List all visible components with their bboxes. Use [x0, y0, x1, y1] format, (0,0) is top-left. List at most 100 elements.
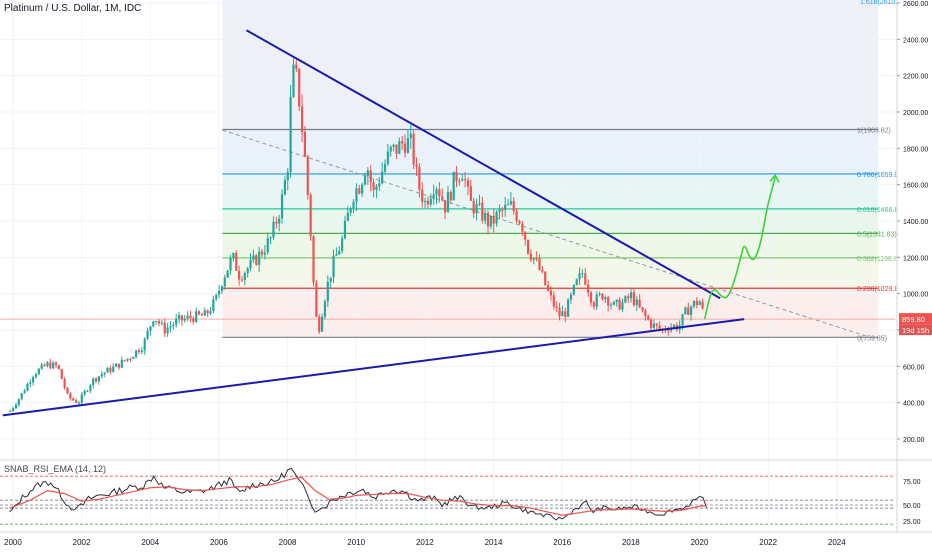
- candle-body: [77, 402, 81, 404]
- candle-body: [532, 258, 535, 260]
- candle-body: [215, 294, 218, 300]
- candle-body: [123, 359, 126, 361]
- candle-body: [495, 212, 498, 224]
- candle-body: [701, 301, 704, 309]
- time-axis-label: 2006: [210, 538, 228, 547]
- candle-body: [72, 398, 75, 401]
- candle-body: [672, 325, 676, 328]
- time-axis-label: 2008: [279, 538, 297, 547]
- candle-body: [206, 310, 209, 314]
- candle-body: [298, 68, 301, 107]
- candle-body: [690, 306, 693, 315]
- candle-body: [180, 315, 184, 321]
- fib-band: [222, 233, 879, 258]
- trendline-upper[interactable]: [245, 29, 721, 300]
- candle-body: [518, 221, 521, 224]
- candle-body: [97, 376, 101, 382]
- candle-body: [478, 202, 481, 205]
- candle-body: [504, 204, 507, 210]
- price-axis-background: [897, 0, 932, 550]
- candle-body: [163, 322, 166, 334]
- candle-body: [529, 253, 533, 260]
- fib-level-label: 1(1903.82): [857, 127, 891, 134]
- candle-body: [266, 238, 269, 253]
- rsi-axis-label: 50.00: [903, 503, 921, 510]
- candle-body: [46, 362, 49, 366]
- time-axis-label: 2004: [141, 538, 159, 547]
- fib-band: [222, 257, 879, 289]
- candle-body: [575, 279, 578, 285]
- candle-body: [69, 393, 72, 399]
- candle-body: [695, 300, 698, 305]
- fib-level-label: 0.236(1029.82): [857, 286, 904, 293]
- candle-body: [306, 156, 309, 195]
- dashed-trend-line: [222, 129, 865, 336]
- candle-body: [658, 325, 661, 329]
- candle-body: [615, 299, 618, 302]
- candle-body: [692, 300, 696, 307]
- candle-body: [315, 282, 318, 317]
- candle-body: [34, 374, 38, 378]
- candle-body: [223, 277, 226, 287]
- candle-body: [115, 363, 118, 367]
- time-axis-label: 2018: [622, 538, 640, 547]
- candle-body: [189, 315, 192, 319]
- candle-body: [103, 372, 106, 375]
- candle-body: [429, 198, 432, 205]
- candle-body: [455, 171, 458, 181]
- candle-body: [418, 166, 421, 190]
- candle-body: [535, 258, 538, 260]
- trendline-lower[interactable]: [2, 318, 745, 417]
- candle-body: [100, 374, 103, 377]
- current-price-value: 859.80: [902, 315, 925, 324]
- candle-body: [275, 221, 278, 224]
- candle-body: [109, 367, 112, 372]
- candle-body: [449, 192, 452, 201]
- candle-body: [506, 204, 510, 206]
- candle-body: [57, 365, 60, 369]
- candle-body: [578, 273, 581, 280]
- candle-body: [635, 299, 638, 306]
- candle-body: [278, 218, 281, 224]
- candle-body: [217, 290, 221, 295]
- candle-body: [40, 364, 43, 369]
- candle-body: [112, 366, 115, 372]
- candle-body: [538, 258, 541, 270]
- candle-body: [335, 254, 338, 256]
- candle-body: [415, 164, 418, 167]
- candle-body: [29, 382, 32, 384]
- candle-body: [229, 258, 232, 271]
- candle-body: [252, 255, 255, 260]
- time-axis-label: 2024: [828, 538, 846, 547]
- candle-body: [555, 306, 558, 308]
- candle-body: [644, 310, 647, 317]
- candle-body: [89, 385, 92, 391]
- fib-level-label: 0.786(1659.01): [857, 172, 904, 179]
- candle-body: [466, 180, 470, 187]
- candle-body: [169, 326, 172, 328]
- price-axis-label: 200.00: [903, 437, 925, 444]
- candle-body: [652, 323, 656, 328]
- time-axis-background: [0, 532, 932, 550]
- candle-body: [295, 64, 298, 69]
- candle-body: [352, 201, 355, 209]
- candle-body: [423, 200, 427, 203]
- candle-body: [558, 307, 561, 317]
- candle-body: [143, 338, 146, 351]
- projection-path[interactable]: [703, 177, 776, 320]
- candle-body: [238, 270, 241, 280]
- candle-body: [303, 132, 307, 157]
- rsi-ema-line: [9, 476, 707, 516]
- candle-body: [421, 189, 424, 203]
- candle-body: [12, 407, 15, 411]
- candle-body: [403, 143, 407, 153]
- candle-body: [54, 362, 58, 366]
- candle-body: [249, 259, 252, 269]
- rsi-indicator-title: SNAB_RSI_EMA (14, 12): [4, 464, 107, 474]
- candle-body: [166, 327, 169, 334]
- candle-body: [292, 64, 295, 97]
- candle-body: [461, 179, 464, 181]
- candle-body: [106, 367, 109, 373]
